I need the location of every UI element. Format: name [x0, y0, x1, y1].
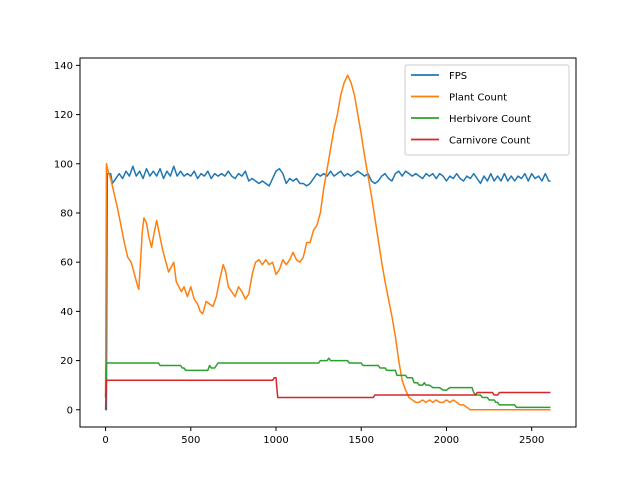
series-layer [104, 74, 551, 411]
legend-label: Carnivore Count [449, 136, 530, 147]
x-tick-label: 0 [102, 435, 108, 446]
y-tick-label: 100 [54, 159, 73, 170]
y-tick-label: 40 [60, 307, 73, 318]
y-tick-label: 140 [54, 61, 73, 72]
legend-box [404, 64, 570, 156]
x-tick-label: 1500 [349, 435, 374, 446]
legend-label: Plant Count [449, 93, 507, 104]
series-line-carnivore-count [104, 377, 551, 410]
y-tick-label: 60 [60, 258, 73, 269]
series-line-plant-count [104, 74, 551, 411]
y-tick-label: 0 [67, 405, 73, 416]
x-tick-label: 2000 [434, 435, 459, 446]
x-tick-label: 500 [181, 435, 200, 446]
legend-label: Herbivore Count [449, 114, 531, 125]
series-line-herbivore-count [104, 357, 551, 409]
y-tick-label: 120 [54, 110, 73, 121]
plot-frame [79, 57, 577, 428]
y-axis: 0 20 40 60 80 100 120 140 [54, 61, 80, 416]
y-tick-label: 80 [60, 208, 73, 219]
x-axis: 0 500 1000 1500 2000 2500 [102, 427, 544, 446]
x-tick-label: 1000 [263, 435, 288, 446]
x-tick-label: 2500 [519, 435, 544, 446]
y-tick-label: 20 [60, 356, 73, 367]
legend: FPS Plant Count Herbivore Count Carnivore C… [404, 64, 570, 156]
legend-label: FPS [449, 71, 467, 82]
